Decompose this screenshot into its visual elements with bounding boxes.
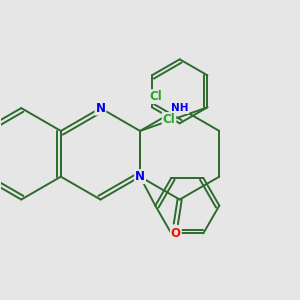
Text: O: O xyxy=(171,227,181,240)
Text: N: N xyxy=(95,102,106,115)
Text: NH: NH xyxy=(171,103,188,113)
Text: Cl: Cl xyxy=(163,113,176,126)
Text: Cl: Cl xyxy=(149,90,162,103)
Text: N: N xyxy=(135,170,145,183)
